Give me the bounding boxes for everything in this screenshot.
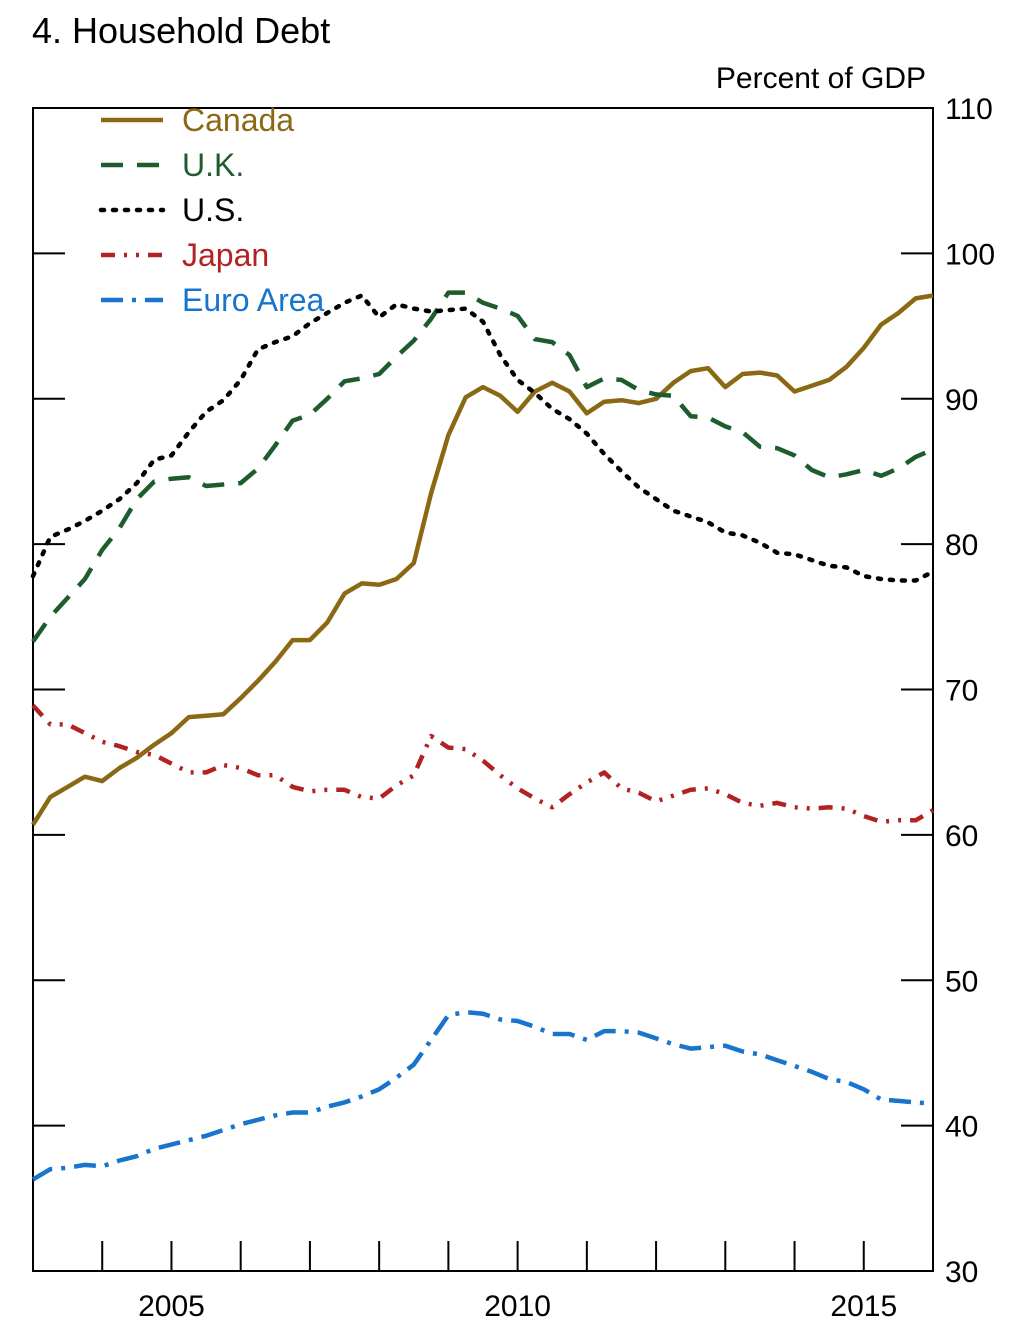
chart-title: 4. Household Debt (32, 10, 330, 51)
y-tick-label: 100 (945, 238, 995, 271)
series-line-euro-area (31, 1009, 934, 1182)
y-tick-label: 40 (945, 1111, 978, 1144)
series-line-u-s- (30, 293, 936, 583)
y-tick-label: 80 (945, 529, 978, 562)
legend-label: Canada (182, 102, 294, 138)
legend-label: Euro Area (182, 282, 325, 318)
legend-label: U.S. (182, 192, 244, 228)
series-layer (30, 290, 936, 1182)
axes: 30 40 50 60 70 80 90 100 110 2005 2010 2015 (33, 93, 995, 1323)
plot-frame (32, 107, 934, 1272)
x-tick-label: 2015 (830, 1290, 897, 1323)
y-tick-label: 70 (945, 675, 978, 708)
y-tick-label: 90 (945, 384, 978, 417)
y-tick-label: 110 (945, 93, 993, 126)
x-tick-label: 2005 (138, 1290, 205, 1323)
y-tick-label: 30 (945, 1256, 978, 1289)
series-line-japan (31, 703, 935, 825)
legend: Canada U.K. U.S. Japan Euro Area (98, 102, 325, 318)
series-line-canada (31, 293, 934, 826)
y-axis-label: Percent of GDP (716, 62, 926, 95)
legend-label: U.K. (182, 147, 244, 183)
legend-label: Japan (182, 237, 269, 273)
series-line-u-k- (31, 290, 934, 643)
y-tick-label: 50 (945, 965, 978, 998)
y-tick-label: 60 (945, 820, 978, 853)
x-tick-label: 2010 (484, 1290, 551, 1323)
